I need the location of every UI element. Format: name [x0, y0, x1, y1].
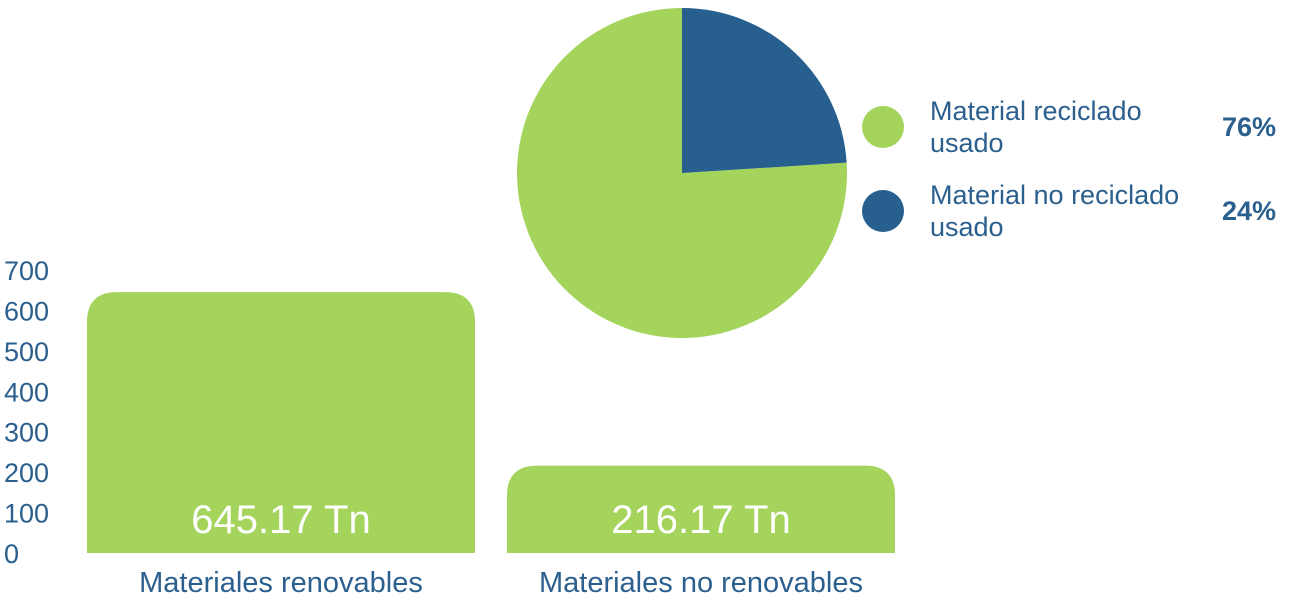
legend-percent-non-recycled: 24% [1222, 195, 1277, 226]
y-tick-label: 100 [4, 499, 49, 529]
y-tick-label: 300 [4, 418, 49, 448]
legend-percent-recycled: 76% [1222, 111, 1277, 142]
y-tick-label: 200 [4, 458, 49, 488]
y-tick-label: 500 [4, 337, 49, 367]
legend-swatch-recycled [862, 106, 904, 148]
legend-swatch-non-recycled [862, 190, 904, 232]
y-tick-label: 600 [4, 296, 49, 326]
legend-item-non-recycled: Material no reciclado usado 24% [862, 179, 1276, 243]
bar [87, 292, 475, 553]
bar [507, 465, 895, 553]
y-tick-label: 0 [4, 539, 19, 569]
legend-item-recycled: Material reciclado usado 76% [862, 95, 1276, 159]
legend-label-recycled: Material reciclado usado [930, 96, 1142, 158]
y-tick-label: 700 [4, 256, 49, 286]
pie-slice [682, 8, 847, 173]
x-category-label: Materiales renovables [139, 567, 423, 597]
bar-data-label: 216.17 Tn [611, 498, 790, 542]
bar-data-label: 645.17 Tn [191, 498, 370, 542]
y-tick-label: 400 [4, 377, 49, 407]
x-category-label: Materiales no renovables [539, 567, 863, 597]
legend-label-non-recycled: Material no reciclado usado [930, 180, 1180, 242]
